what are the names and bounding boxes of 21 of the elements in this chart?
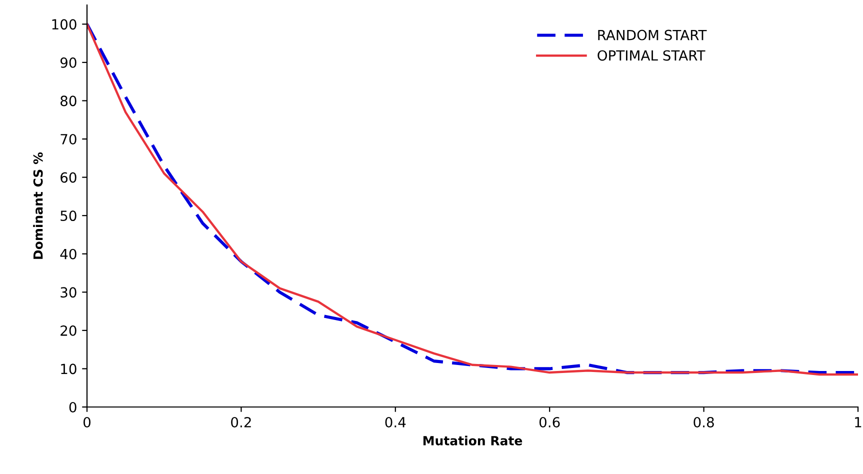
x-tick-label: 0.8 <box>694 416 714 428</box>
legend-label: RANDOM START <box>598 30 707 40</box>
y-tick-label: 50 <box>60 210 76 222</box>
x-tick-label: 0.2 <box>231 416 251 428</box>
y-tick-label: 30 <box>60 287 76 298</box>
y-tick-label: 10 <box>61 364 76 374</box>
x-tick-label: 0.6 <box>539 416 560 428</box>
y-tick-label: 0 <box>69 402 76 412</box>
y-tick-label: 100 <box>52 19 76 30</box>
x-tick-label: 0 <box>83 416 90 428</box>
y-tick-label: 40 <box>60 248 76 260</box>
x-tick-label: 1 <box>855 417 862 428</box>
x-tick-label: 0.4 <box>385 416 406 428</box>
y-tick-label: 80 <box>60 96 76 106</box>
y-tick-label: 60 <box>60 172 76 183</box>
y-axis-title: Dominant CS % <box>33 152 43 259</box>
x-axis-title: Mutation Rate <box>423 436 522 446</box>
y-tick-label: 70 <box>60 134 76 144</box>
y-tick-label: 20 <box>60 325 76 336</box>
y-tick-label: 90 <box>60 57 76 68</box>
legend-label: OPTIMAL START <box>598 50 706 61</box>
